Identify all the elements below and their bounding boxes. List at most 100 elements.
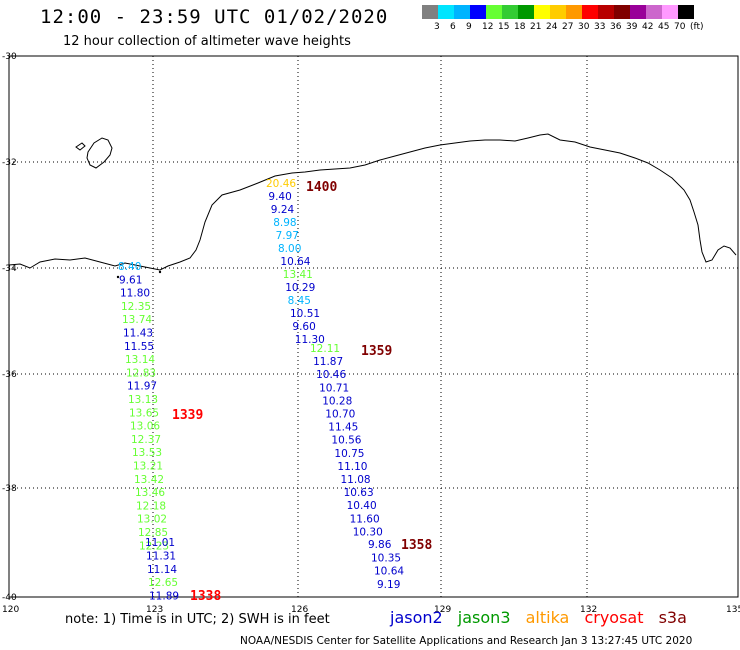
wave-height-value: 13.06 (130, 421, 160, 433)
track-time-label: 1339 (172, 408, 203, 423)
wave-height-value: 13.41 (283, 269, 313, 281)
wave-height-value: 8.45 (288, 295, 311, 307)
wave-height-value: 11.01 (145, 537, 175, 549)
color-scale-legend: 3 6 9 12 15 18 21 24 27 30 33 36 39 42 45 70 (ft) (422, 5, 704, 37)
wave-height-value: 8.98 (273, 217, 296, 229)
color-scale-label: 18 (514, 22, 526, 32)
wave-height-value: 9.86 (368, 539, 392, 551)
wave-height-value: 13.74 (122, 314, 152, 326)
wave-height-value: 10.30 (353, 526, 383, 538)
satellite-legend: jason2 jason3 altika cryosat s3a (390, 608, 697, 627)
color-swatch (502, 5, 518, 19)
wave-height-value: 9.60 (292, 321, 315, 333)
wave-height-value: 13.21 (133, 461, 163, 473)
color-swatch (470, 5, 486, 19)
map-title: 12:00 - 23:59 UTC 01/02/2020 (40, 6, 389, 28)
australia-coastline (8, 133, 737, 271)
track-time-label: 1338 (190, 589, 221, 604)
wave-height-value: 10.75 (334, 448, 364, 460)
color-scale-label: 39 (626, 22, 638, 32)
track-marker-dot (116, 275, 120, 279)
wave-height-value: 13.53 (132, 447, 162, 459)
wave-height-value: 11.08 (341, 474, 371, 486)
color-scale-label: 42 (642, 22, 654, 32)
wave-height-value: 9.40 (268, 191, 291, 203)
wave-height-value: 10.46 (316, 369, 346, 381)
wave-height-value: 13.02 (137, 514, 167, 526)
color-swatch (438, 5, 454, 19)
longitude-label: 129 (434, 605, 451, 615)
island-coastline (75, 142, 86, 151)
wave-height-value: 11.31 (146, 550, 176, 562)
track-marker-dot (158, 270, 162, 274)
wave-height-value: 11.60 (350, 513, 380, 525)
wave-height-value: 10.56 (331, 435, 361, 447)
color-scale-swatches (422, 5, 694, 19)
color-scale-label: 30 (578, 22, 590, 32)
color-swatch (646, 5, 662, 19)
wave-height-value: 10.35 (371, 552, 401, 564)
wave-height-value: 12.65 (148, 577, 178, 589)
longitude-label: 135 (726, 605, 740, 615)
wave-height-value: 13.65 (129, 407, 159, 419)
color-scale-label: 33 (594, 22, 606, 32)
map-footer: NOAA/NESDIS Center for Satellite Applica… (240, 635, 693, 647)
wave-height-value: 10.63 (344, 487, 374, 499)
wave-height-value: 20.46 (266, 178, 296, 190)
latitude-label: -40 (2, 593, 17, 603)
wave-height-value: 10.70 (325, 409, 355, 421)
color-scale-label: 36 (610, 22, 622, 32)
track-time-label: 1358 (401, 538, 432, 553)
color-swatch (662, 5, 678, 19)
color-swatch (550, 5, 566, 19)
color-swatch (678, 5, 694, 19)
wave-height-value: 11.45 (328, 422, 358, 434)
wave-height-value: 10.51 (290, 308, 320, 320)
color-scale-label: (ft) (690, 22, 704, 32)
wave-height-value: 13.42 (134, 474, 164, 486)
wave-height-value: 11.43 (123, 328, 153, 340)
color-swatch (598, 5, 614, 19)
color-scale-label: 21 (530, 22, 542, 32)
color-scale-labels: 3 6 9 12 15 18 21 24 27 30 33 36 39 42 45 70 (ft) (422, 19, 704, 33)
longitude-label: 126 (291, 605, 308, 615)
wave-height-value: 9.61 (119, 274, 142, 286)
wave-height-value: 10.40 (347, 500, 377, 512)
wave-height-value: 13.14 (125, 354, 155, 366)
wave-height-value: 8.40 (118, 261, 141, 273)
wave-height-value: 13.13 (128, 394, 158, 406)
wave-height-value: 11.87 (313, 356, 343, 368)
longitude-label: 123 (146, 605, 163, 615)
color-scale-label: 27 (562, 22, 574, 32)
track-time-label: 1359 (361, 344, 392, 359)
map-frame (8, 55, 739, 598)
wave-height-value: 12.35 (121, 301, 151, 313)
satellite-jason2: jason2 (390, 608, 443, 627)
color-scale-label: 6 (450, 22, 456, 32)
wave-height-value: 12.37 (131, 434, 161, 446)
color-swatch (486, 5, 502, 19)
color-scale-label: 15 (498, 22, 510, 32)
latitude-label: -38 (2, 484, 17, 494)
wave-height-value: 11.89 (149, 591, 179, 603)
track-time-label: 1400 (306, 180, 337, 195)
wave-height-value: 11.55 (124, 341, 154, 353)
wave-height-value: 11.30 (295, 334, 325, 346)
latitude-label: -34 (2, 264, 17, 274)
wave-height-value: 9.24 (271, 204, 295, 216)
color-swatch (534, 5, 550, 19)
color-scale-label: 24 (546, 22, 558, 32)
color-scale-label: 3 (434, 22, 440, 32)
latitude-label: -36 (2, 370, 17, 380)
color-scale-label: 45 (658, 22, 670, 32)
longitude-label: 120 (2, 605, 19, 615)
color-scale-label: 9 (466, 22, 472, 32)
color-swatch (582, 5, 598, 19)
color-scale-label: 70 (674, 22, 686, 32)
wave-height-value: 12.83 (126, 367, 156, 379)
wave-height-value: 11.80 (120, 288, 150, 300)
satellite-s3a: s3a (658, 608, 687, 627)
color-swatch (566, 5, 582, 19)
wave-height-value: 10.64 (374, 566, 404, 578)
